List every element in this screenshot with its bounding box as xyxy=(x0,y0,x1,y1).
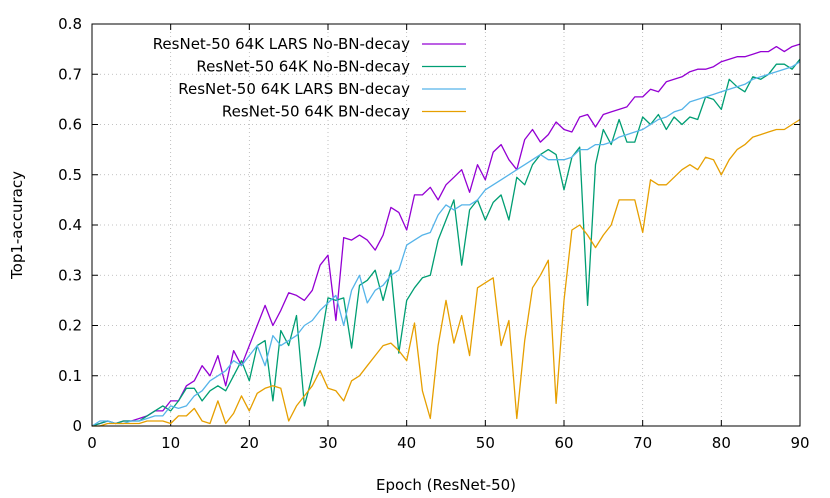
y-tick-label: 0.7 xyxy=(58,65,82,83)
legend-label: ResNet-50 64K LARS No-BN-decay xyxy=(153,35,410,53)
x-tick-label: 50 xyxy=(476,434,495,452)
x-tick-label: 70 xyxy=(633,434,652,452)
legend-label: ResNet-50 64K No-BN-decay xyxy=(196,58,410,76)
y-tick-label: 0.5 xyxy=(58,166,82,184)
grid xyxy=(92,24,800,426)
y-axis-title: Top1-accuracy xyxy=(8,171,26,280)
y-tick-label: 0.4 xyxy=(58,216,82,234)
x-tick-label: 90 xyxy=(790,434,809,452)
plot-frame xyxy=(91,23,801,427)
y-tick-label: 0 xyxy=(72,417,82,435)
x-tick-label: 80 xyxy=(712,434,731,452)
y-tick-label: 0.6 xyxy=(58,116,82,134)
y-tick-label: 0.2 xyxy=(58,317,82,335)
y-tick-label: 0.1 xyxy=(58,367,82,385)
x-axis-title: Epoch (ResNet-50) xyxy=(376,476,516,494)
series-lines xyxy=(91,43,801,427)
x-tick-label: 20 xyxy=(240,434,259,452)
x-tick-label: 40 xyxy=(397,434,416,452)
y-tick-label: 0.3 xyxy=(58,266,82,284)
y-tick-label: 0.8 xyxy=(58,15,82,33)
series-line-3 xyxy=(91,61,801,427)
axis-ticks: 0 10 20 30 40 50 60 70 80 90 0 0.1 0.2 0.3 0.4 0.5 0.6 0.… xyxy=(58,15,809,452)
x-tick-label: 0 xyxy=(87,434,97,452)
series-line-1 xyxy=(91,43,801,427)
x-tick-label: 60 xyxy=(554,434,573,452)
legend-label: ResNet-50 64K LARS BN-decay xyxy=(178,80,410,98)
series-line-2 xyxy=(91,58,801,427)
x-tick-label: 30 xyxy=(318,434,337,452)
series-line-4 xyxy=(92,118,801,427)
x-tick-label: 10 xyxy=(161,434,180,452)
legend-label: ResNet-50 64K BN-decay xyxy=(222,103,410,121)
legend: ResNet-50 64K LARS No-BN-decay ResNet-50 … xyxy=(153,35,466,121)
